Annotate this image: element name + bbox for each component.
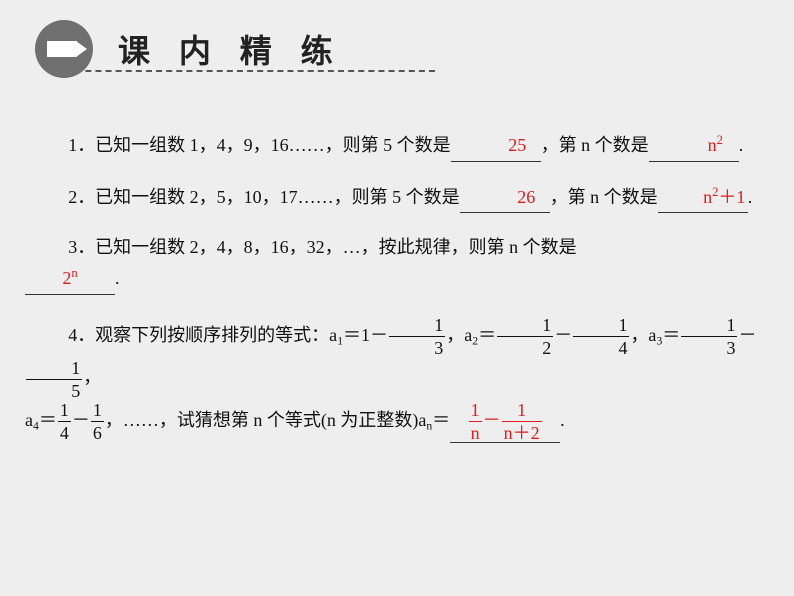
q1-mid: ，第 n 个数是 [541, 135, 649, 155]
answer-2b: n2＋1 [703, 187, 745, 207]
q4-tail1: ，……，试猜想第 n 个等式(n 为正整数)a [105, 410, 426, 430]
fraction: 15 [26, 359, 82, 400]
fraction: 1n＋2 [502, 401, 542, 442]
answer-blank-2b: n2＋1 [658, 182, 748, 214]
fraction: 14 [58, 401, 71, 442]
answer-blank-1b: n2 [649, 130, 739, 162]
answer-blank-3: 2n [25, 263, 115, 295]
answer-blank-4: 1n－1n＋2 [450, 400, 560, 443]
q1-suffix: . [739, 135, 744, 155]
problem-text: 4．观察下列按顺序排列的等式：a1＝1－13，a2＝12－14，a3＝13－15… [25, 315, 769, 400]
answer-2a: 26 [517, 187, 535, 207]
problem-text: 3．已知一组数 2，4，8，16，32，…，按此规律，则第 n 个数是 [25, 233, 769, 263]
answer-line: 2n. [25, 263, 769, 295]
fraction: 12 [497, 316, 553, 357]
fraction: 14 [573, 316, 629, 357]
answer-blank-1a: 25 [451, 131, 541, 162]
q1-prefix: 1．已知一组数 1，4，9，16……，则第 5 个数是 [68, 135, 451, 155]
fraction: 13 [681, 316, 737, 357]
answer-1b: n2 [708, 135, 723, 155]
problem-text: 1．已知一组数 1，4，9，16……，则第 5 个数是 25 ，第 n 个数是 n2. [25, 130, 769, 162]
q3-prefix: 3．已知一组数 2，4，8，16，32，…，按此规律，则第 n 个数是 [68, 237, 577, 257]
fraction: 16 [91, 401, 104, 442]
problem-text: 2．已知一组数 2，5，10，17……，则第 5 个数是 26 ，第 n 个数是 n2… [25, 182, 769, 214]
q2-mid: ，第 n 个数是 [550, 187, 658, 207]
problem-text-line2: a4＝14－16，……，试猜想第 n 个等式(n 为正整数)an＝1n－1n＋2… [25, 400, 769, 443]
fraction: 1n [469, 401, 482, 442]
section-title: 课 内 精 练 [118, 26, 343, 72]
content-area: 1．已知一组数 1，4，9，16……，则第 5 个数是 25 ，第 n 个数是 n2.… [0, 110, 794, 443]
q3-suffix: . [115, 268, 120, 288]
problem-4: 4．观察下列按顺序排列的等式：a1＝1－13，a2＝12－14，a3＝13－15… [25, 315, 769, 443]
problem-2: 2．已知一组数 2，5，10，17……，则第 5 个数是 26 ，第 n 个数是 n2… [25, 182, 769, 214]
answer-4: 1n－1n＋2 [468, 410, 543, 430]
q4-prefix: 4．观察下列按顺序排列的等式：a [68, 325, 337, 345]
q2-prefix: 2．已知一组数 2，5，10，17……，则第 5 个数是 [68, 187, 460, 207]
pencil-icon [35, 20, 93, 78]
q2-suffix: . [748, 187, 753, 207]
q4-period: . [560, 410, 565, 430]
fraction: 13 [389, 316, 445, 357]
answer-3: 2n [62, 268, 77, 288]
problem-3: 3．已知一组数 2，4，8，16，32，…，按此规律，则第 n 个数是 2n. [25, 233, 769, 294]
dashed-divider [55, 70, 435, 72]
pencil-shape [47, 41, 77, 57]
answer-blank-2a: 26 [460, 183, 550, 214]
answer-1a: 25 [508, 135, 526, 155]
problem-1: 1．已知一组数 1，4，9，16……，则第 5 个数是 25 ，第 n 个数是 n2. [25, 130, 769, 162]
